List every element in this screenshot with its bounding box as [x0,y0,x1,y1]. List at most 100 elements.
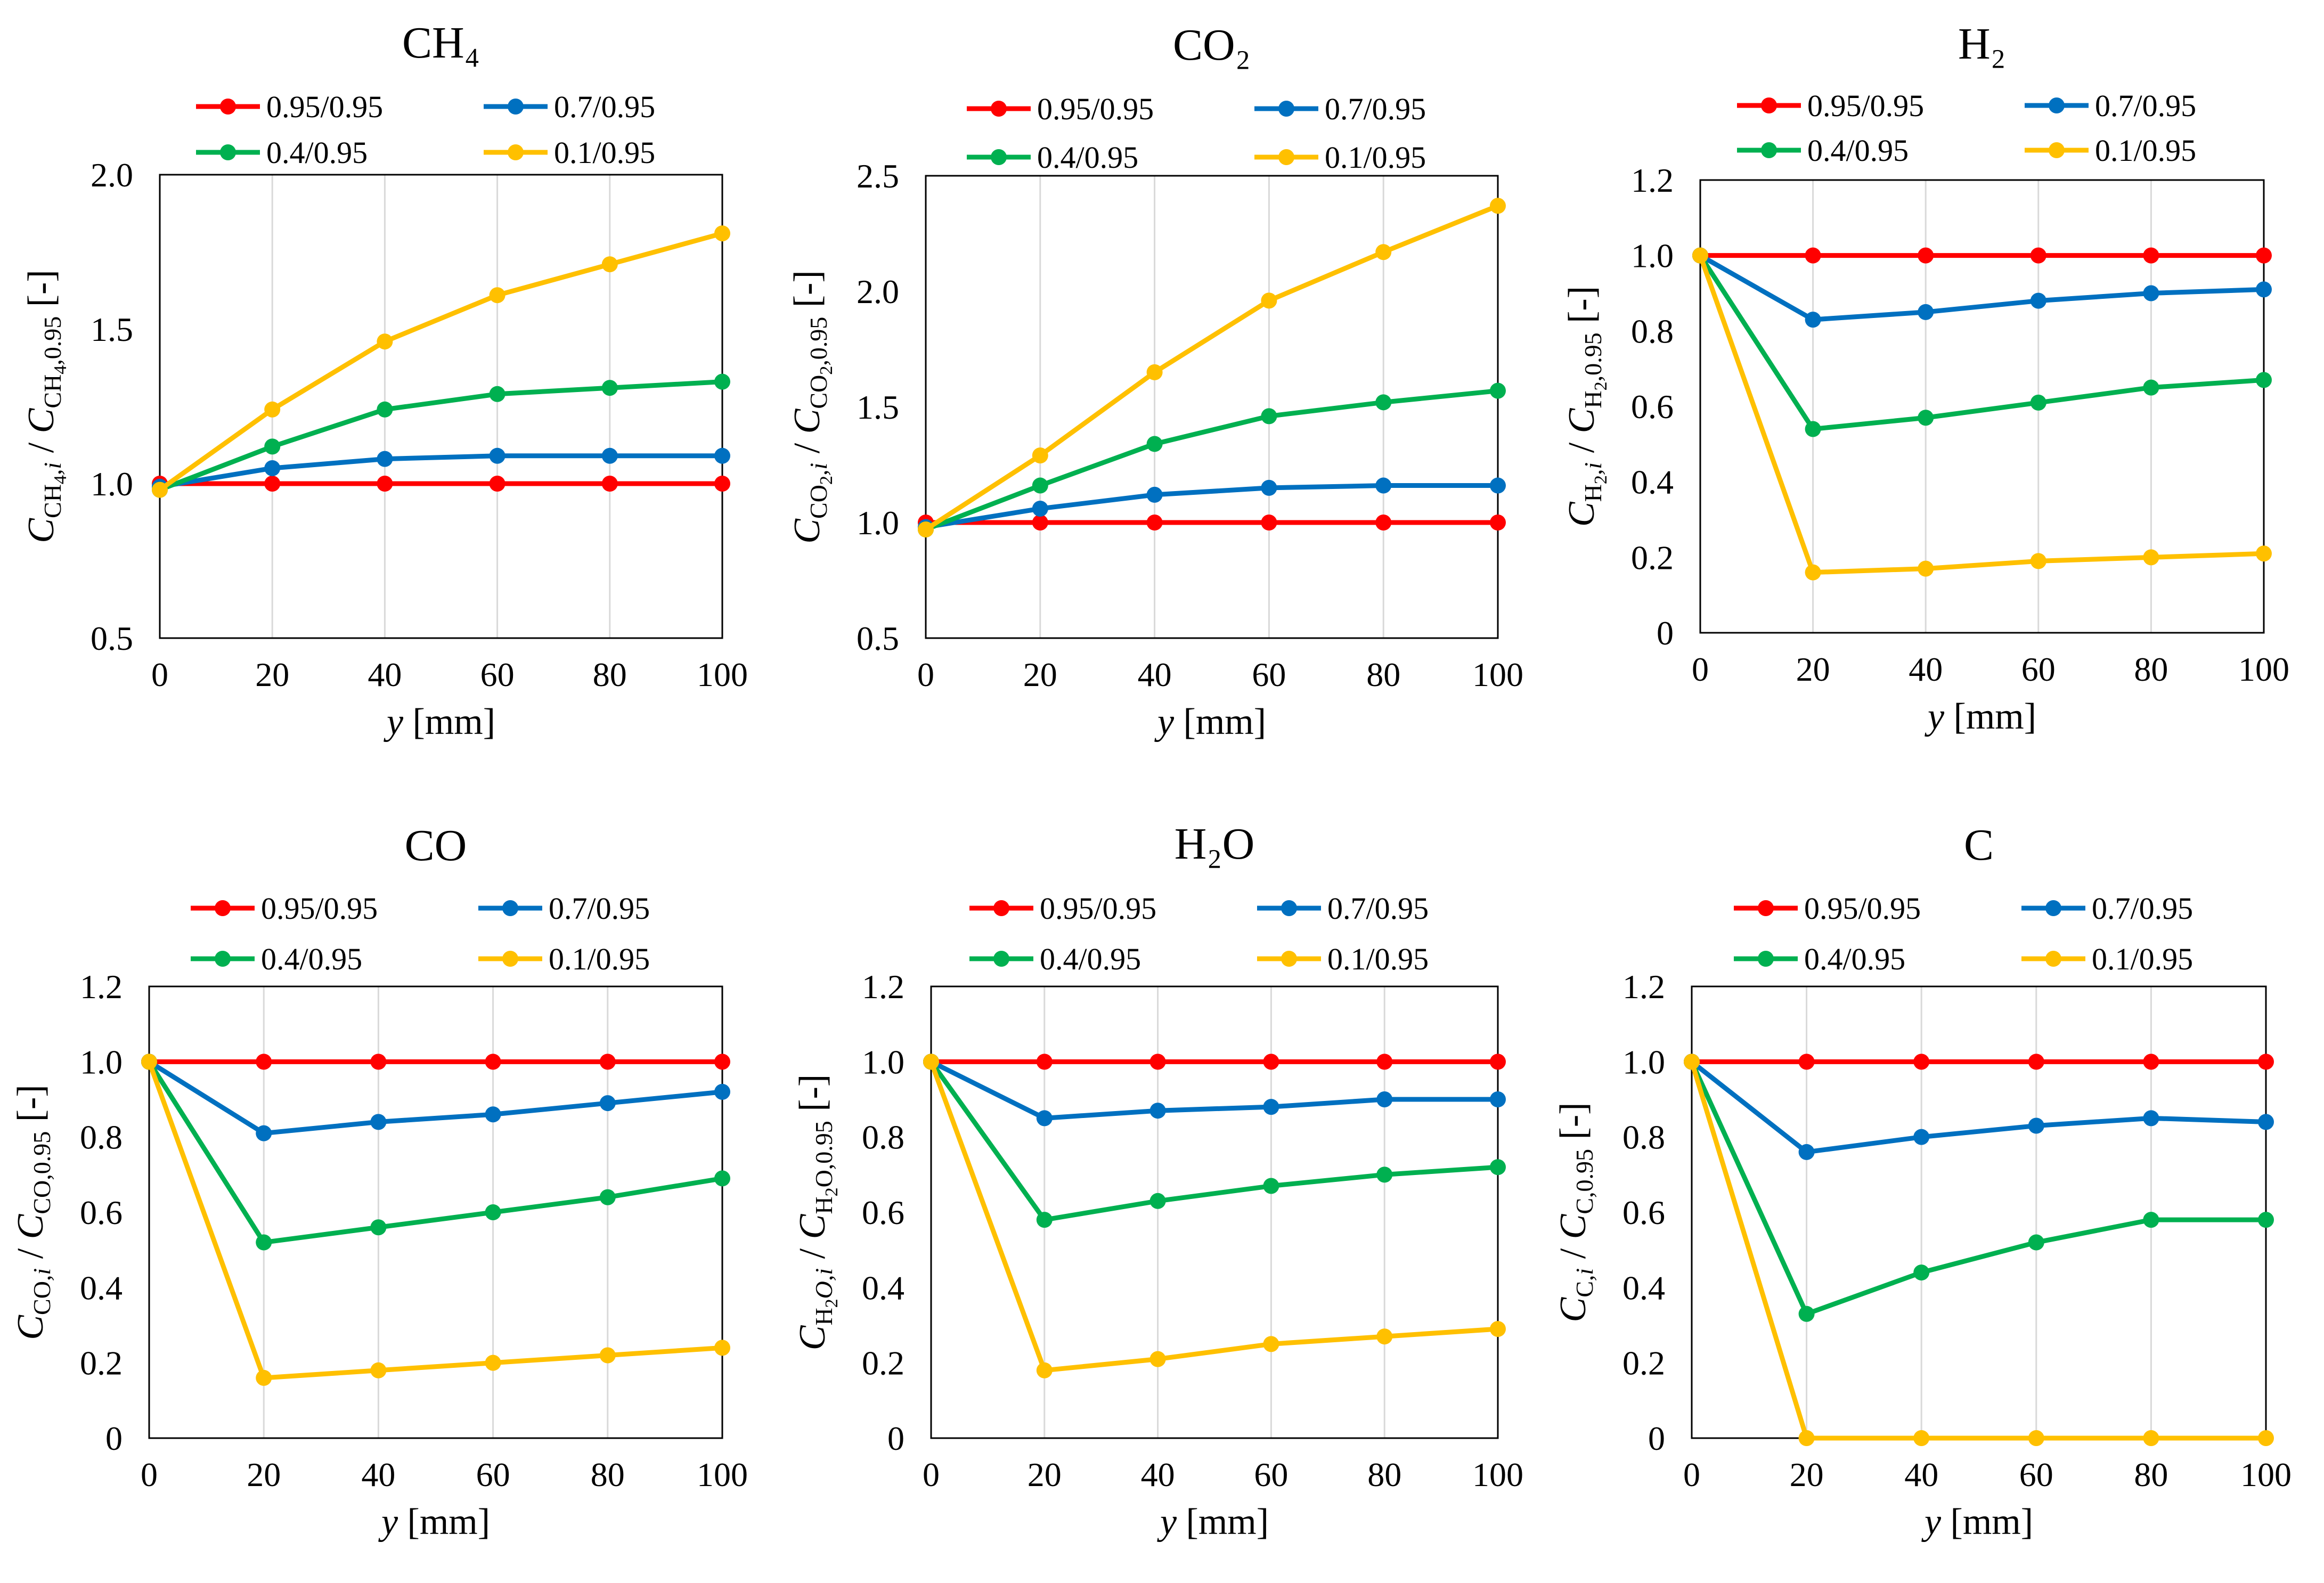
data-point [2143,285,2159,301]
chart-title: CH₄ [402,18,480,68]
x-tick-label: 60 [476,1456,510,1494]
x-tick-label: 80 [1367,1456,1401,1494]
legend-item: 0.4/0.95 [967,140,1138,175]
y-axis-label-part: / [787,434,828,462]
y-axis-label-part: H [1579,484,1607,502]
y-axis-label-part: CO [28,1180,55,1214]
x-axis-var: y [384,701,404,742]
data-point [714,1054,730,1070]
data-point [1146,436,1163,452]
data-point [2030,292,2046,309]
y-tick-label: 0.6 [1631,388,1674,426]
legend-item: 0.1/0.95 [2021,942,2193,976]
y-tick-label: 1.0 [91,465,133,503]
data-point [256,1369,272,1386]
data-point [1263,1336,1279,1352]
data-point [1490,477,1506,494]
y-axis-label-part: [-] [1553,1103,1594,1149]
series-line [148,1059,723,1136]
x-axis-label: y [mm] [1154,701,1266,742]
x-tick-label: 40 [1141,1456,1175,1494]
data-point [1375,515,1392,531]
data-point [2256,247,2272,264]
data-point [1798,1144,1815,1160]
legend-item: 0.95/0.95 [196,89,383,124]
legend-label: 0.95/0.95 [1040,891,1156,926]
series-line [1689,1061,2266,1441]
legend-marker [508,99,524,115]
data-point [1149,1193,1166,1209]
y-tick-label: 0 [887,1419,904,1457]
data-point [1261,479,1277,496]
data-point [152,482,168,498]
data-point [2030,247,2046,264]
y-axis-label-part: CH [39,374,66,409]
legend-item: 0.1/0.95 [2025,133,2196,168]
y-tick-label: 0.8 [1631,312,1674,350]
data-point [1913,1264,1930,1281]
legend-label: 0.95/0.95 [1804,891,1921,926]
data-point [1032,515,1048,531]
series-line [1689,1060,2266,1317]
y-axis-label-part: ,0.95 [805,317,832,366]
y-axis-label-part: CO [28,1281,55,1315]
legend-marker [1758,951,1774,967]
legend-marker [220,144,236,160]
series-line [925,388,1498,532]
legend-label: 0.4/0.95 [1040,942,1141,976]
data-point [2256,545,2272,562]
plot-area [925,175,1499,639]
y-axis-label-part: [-] [787,270,828,316]
data-point [2256,281,2272,298]
data-point [485,1204,501,1220]
data-point [485,1106,501,1123]
data-point [1149,1351,1166,1367]
data-point [1684,1054,1700,1070]
y-tick-label: 0.2 [80,1344,123,1382]
y-tick-label: 0.6 [862,1194,904,1231]
data-point [1913,1054,1930,1070]
series-line [1699,253,2264,322]
legend-label: 0.1/0.95 [2095,133,2196,168]
data-point [923,1054,939,1070]
data-point [256,1125,272,1141]
x-tick-label: 20 [1790,1456,1824,1494]
x-tick-label: 40 [1909,650,1943,688]
data-point [918,521,934,538]
legend-marker [1278,149,1294,165]
y-axis-label-part: 2 [817,476,836,485]
data-point [1798,1430,1815,1446]
legend-marker [2049,97,2065,113]
data-point [1263,1099,1279,1115]
data-point [1036,1362,1053,1378]
legend-item: 0.95/0.95 [1737,88,1924,123]
data-point [1913,1430,1930,1446]
legend-item: 0.7/0.95 [2021,891,2193,926]
data-point [601,256,618,273]
legend-item: 0.4/0.95 [1734,942,1905,976]
y-axis-label-part: C [10,1315,51,1340]
y-axis-label-part: C [1553,1213,1594,1239]
legend-label: 0.4/0.95 [1807,133,1909,168]
y-tick-label: 0.8 [80,1119,123,1156]
legend-item: 0.95/0.95 [967,92,1154,126]
legend-marker [993,951,1009,967]
data-point [1261,292,1277,309]
y-axis-label-part: [-] [10,1084,51,1131]
y-axis-label-part: C [787,518,828,544]
y-axis-label-part: C [792,1213,833,1239]
legend-item: 0.7/0.95 [484,89,655,124]
x-axis-label: y [mm] [384,701,495,742]
y-axis-label-part: [-] [1561,286,1602,332]
y-axis-label-part: O,i [810,1268,837,1299]
data-point [485,1054,501,1070]
legend-item: 0.7/0.95 [1254,92,1426,126]
x-tick-label: 0 [151,656,168,693]
plot-area [930,985,1499,1439]
y-axis-label-part: 4 [51,475,70,484]
data-point [1376,1328,1393,1345]
chart-panel: CO 0 20 40 60 80 100 0 0.2 0.4 0.6 0.8 1.0 1.2 y [mm] C… [10,821,748,1543]
data-point [370,1219,387,1236]
